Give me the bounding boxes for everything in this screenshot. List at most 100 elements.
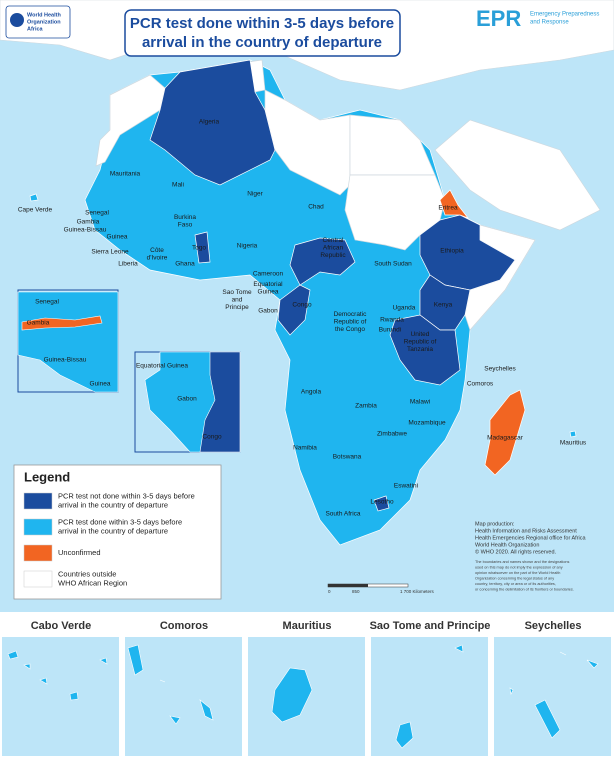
country-label: Burundi: [379, 327, 401, 334]
lesotho: [373, 495, 390, 512]
logo-text: Organization: [27, 19, 61, 25]
arabia: [434, 119, 601, 231]
country-label: African: [323, 245, 344, 252]
disclaimer: The boundaries and names shown and the d…: [475, 560, 569, 564]
country-label: United: [411, 331, 430, 338]
country-label: Comoros: [467, 381, 494, 388]
inset-label: Equatorial Guinea: [136, 363, 188, 370]
ethiopia: [419, 214, 516, 291]
island: [586, 659, 599, 669]
madagascar: [484, 389, 526, 476]
island: [454, 644, 464, 653]
island: [159, 679, 166, 683]
country-label: South Sudan: [374, 261, 412, 268]
legend-label: arrival in the country of departure: [58, 526, 168, 535]
island-title: Cabo Verde: [31, 620, 92, 632]
country-label: Guinea-Bissau: [64, 227, 107, 234]
island-panel: [494, 637, 611, 756]
car: [289, 237, 356, 286]
country-label: Zimbabwe: [377, 431, 407, 438]
country-label: Ghana: [175, 261, 195, 268]
country-label: Angola: [301, 389, 322, 396]
country-label: Mali: [172, 182, 184, 189]
island: [69, 691, 79, 701]
epr-text: and Response: [530, 20, 569, 26]
island: [127, 644, 144, 676]
country-label: Cape Verde: [18, 207, 53, 214]
credits: Health Information and Risks Assessment: [475, 528, 577, 534]
country-label: Sierra Leone: [91, 249, 129, 256]
country-label: Republic of: [404, 339, 437, 346]
country-label: Liberia: [118, 261, 138, 268]
island: [559, 651, 567, 656]
inset-gambia: [21, 315, 103, 331]
inset-label: Senegal: [35, 299, 59, 306]
inset-label: Guinea-Bissau: [44, 357, 87, 364]
country-label: Botswana: [333, 454, 362, 461]
island: [509, 687, 514, 695]
scale-label: 1 700 Kilometers: [400, 589, 435, 594]
scale-bar: [328, 584, 368, 587]
legend-swatch: [23, 518, 53, 536]
country-label: Niger: [247, 191, 263, 198]
legend-label: Countries outside: [58, 569, 116, 578]
scale-label: 850: [352, 589, 360, 594]
morocco: [95, 74, 166, 167]
country-label: Senegal: [85, 210, 109, 217]
country-label: d'Ivoire: [147, 254, 168, 261]
island-panel: [2, 637, 119, 756]
inset-label: Gambia: [27, 320, 50, 327]
inset-congo: [199, 351, 241, 453]
country-label: Uganda: [393, 305, 416, 312]
country-label: Equatorial: [253, 281, 283, 288]
disclaimer: or concerning the delimitation of its fr…: [475, 588, 574, 592]
disclaimer: Organization concerning the legal status…: [475, 577, 554, 581]
title-box: [124, 9, 401, 57]
country-label: Guinea: [107, 234, 128, 241]
logo-text: World Health: [27, 12, 61, 18]
congo: [277, 284, 311, 336]
country-label: Congo: [292, 302, 312, 309]
country-label: Lesotho: [370, 499, 394, 506]
island: [7, 650, 19, 660]
country-label: Madagascar: [487, 435, 524, 442]
country-label: Nigeria: [237, 243, 258, 250]
sudan: [344, 174, 446, 251]
inset-label: Guinea: [90, 381, 111, 388]
country-label: Ethiopia: [440, 248, 464, 255]
island-title: Mauritius: [283, 620, 332, 632]
island: [199, 699, 214, 721]
credits: Map production:: [475, 521, 515, 527]
disclaimer: country, territory, city or area or of i…: [475, 582, 556, 586]
country-label: Mozambique: [408, 420, 446, 427]
country-label: Burkina: [174, 214, 196, 221]
country-label: Republic: [320, 252, 346, 259]
country-label: Mauritius: [560, 440, 587, 447]
country-label: Seychelles: [484, 366, 516, 373]
country-label: Central: [323, 237, 345, 244]
island-panel: [371, 637, 488, 756]
country-label: Republic of: [334, 319, 367, 326]
epr-text: Emergency Preparedness: [530, 12, 599, 18]
island: [395, 721, 414, 749]
legend-swatch: [23, 492, 53, 510]
country-label: Gambia: [77, 219, 100, 226]
country-label: and: [232, 297, 243, 304]
credits: Health Emergencies Regional office for A…: [475, 535, 587, 541]
eritrea: [439, 189, 470, 219]
country-label: Sao Tome: [222, 289, 252, 296]
disclaimer: opinion whatsoever on the part of the Wo…: [475, 571, 560, 575]
credits: © WHO 2020. All rights reserved.: [475, 548, 557, 555]
island: [271, 667, 313, 723]
country-label: Democratic: [334, 311, 368, 318]
who-emblem: [10, 13, 24, 27]
legend-label: Unconfirmed: [58, 548, 101, 557]
inset-label: Gabon: [177, 396, 197, 403]
country-label: Gabon: [258, 308, 278, 315]
island: [99, 657, 108, 665]
legend-swatch: [23, 544, 53, 562]
country-label: Rwanda: [380, 317, 404, 324]
country-label: Côte: [150, 247, 164, 254]
island: [39, 677, 48, 685]
togo: [194, 231, 211, 264]
